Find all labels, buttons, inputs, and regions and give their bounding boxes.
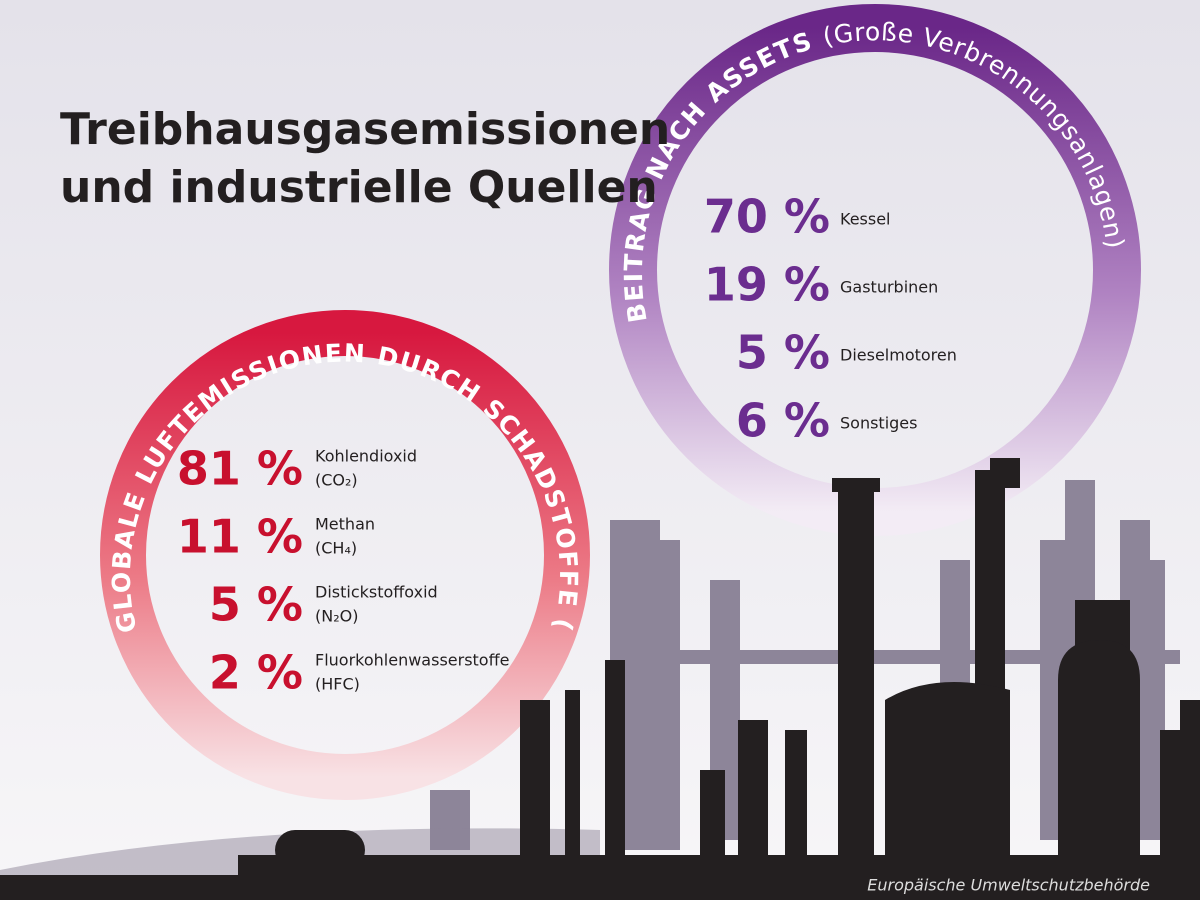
title-line: und industrielle Quellen (60, 162, 658, 213)
item-label: Gasturbinen (840, 278, 938, 297)
percentage: 5 % (209, 578, 303, 632)
source: Europäische Umweltschutzbehörde (867, 876, 1150, 895)
item-formula: (CH₄) (315, 539, 357, 558)
item-label: Dieselmotoren (840, 346, 957, 365)
percentage: 19 % (704, 258, 830, 312)
item-label: Kessel (840, 210, 891, 229)
percentage: 81 % (177, 442, 303, 496)
ring-right (609, 4, 1141, 536)
item-label: Fluorkohlenwasserstoffe (315, 651, 509, 670)
item-formula: (HFC) (315, 675, 360, 694)
percentage: 6 % (736, 394, 830, 448)
ring-left (100, 310, 590, 800)
percentage: 2 % (209, 646, 303, 700)
percentage: 11 % (177, 510, 303, 564)
percentage: 5 % (736, 326, 830, 380)
item-label: Distickstoffoxid (315, 583, 438, 602)
percentage: 70 % (704, 190, 830, 244)
foreground-plant (0, 458, 1200, 900)
item-formula: (N₂O) (315, 607, 358, 626)
item-label: Methan (315, 515, 375, 534)
item-label: Sonstiges (840, 414, 917, 433)
title-line: Treibhausgasemissionen (60, 104, 670, 155)
item-formula: (CO₂) (315, 471, 358, 490)
item-label: Kohlendioxid (315, 447, 417, 466)
